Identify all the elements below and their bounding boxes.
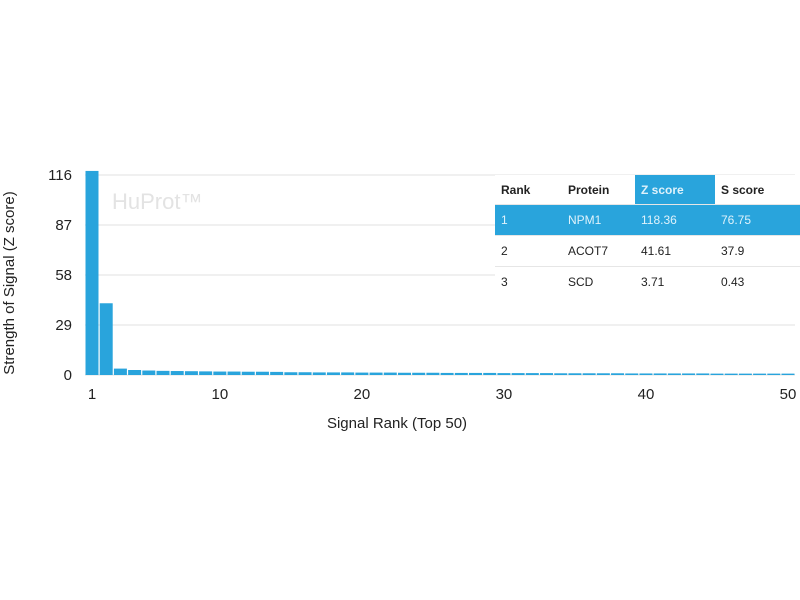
x-tick-label: 10: [211, 386, 228, 403]
bar-rank-10: [213, 371, 227, 375]
bar-rank-33: [540, 373, 554, 375]
bar-rank-45: [710, 373, 724, 375]
bar-rank-12: [241, 371, 255, 375]
bar-rank-15: [284, 372, 298, 375]
y-tick-label: 58: [55, 267, 72, 284]
bar-rank-23: [397, 372, 411, 375]
bar-rank-2: [99, 303, 113, 375]
bar-rank-41: [653, 373, 667, 375]
bar-rank-21: [369, 372, 383, 375]
bar-rank-44: [696, 373, 710, 375]
bar-rank-4: [128, 370, 142, 375]
bar-rank-30: [497, 373, 511, 375]
cell-rank: 1: [495, 204, 562, 236]
cell-protein: SCD: [568, 275, 594, 289]
header-z-score: Z score: [635, 175, 715, 205]
bar-rank-18: [326, 372, 340, 375]
bar-rank-49: [767, 373, 781, 375]
bar-rank-6: [156, 370, 170, 375]
bar-rank-40: [639, 373, 653, 375]
bar-rank-17: [312, 372, 326, 375]
table-row: 2 ACOT7 41.61 37.9: [495, 236, 800, 267]
bar-rank-28: [469, 372, 483, 375]
header-protein: Protein: [568, 182, 610, 197]
bar-rank-22: [383, 372, 397, 375]
cell-z-score: 41.61: [641, 244, 672, 258]
bar-rank-38: [611, 373, 625, 375]
bar-rank-50: [781, 373, 795, 375]
cell-protein: ACOT7: [568, 244, 609, 258]
bar-rank-24: [412, 372, 426, 375]
cell-rank: 3: [501, 275, 508, 289]
x-tick-label: 30: [496, 386, 513, 403]
bar-rank-35: [568, 373, 582, 375]
header-rank: Rank: [501, 182, 531, 197]
watermark: HuProt™: [112, 189, 202, 214]
cell-z-score: 3.71: [641, 275, 665, 289]
y-tick-label: 0: [64, 367, 72, 384]
cell-rank: 2: [501, 244, 508, 258]
table-row: 1 NPM1 118.36 76.75: [495, 204, 800, 236]
bar-rank-11: [227, 371, 241, 375]
x-tick-label: 40: [638, 386, 655, 403]
bar-rank-20: [355, 372, 369, 375]
bar-rank-36: [582, 373, 596, 375]
header-s-score: S score: [721, 182, 765, 197]
x-tick-label: 50: [780, 386, 797, 403]
cell-s-score: 0.43: [721, 275, 745, 289]
bar-rank-31: [511, 373, 525, 375]
y-tick-label: 116: [48, 167, 72, 184]
bar-rank-26: [440, 372, 454, 375]
table-header-row: Rank Protein Z score S score: [495, 175, 800, 205]
x-tick-label: 20: [354, 386, 371, 403]
bar-rank-5: [142, 370, 156, 375]
top-hits-table: Rank Protein Z score S score 1 NPM1 118.…: [495, 175, 800, 297]
bar-rank-42: [667, 373, 681, 375]
bar-rank-27: [454, 372, 468, 375]
bar-rank-37: [596, 373, 610, 375]
bar-rank-8: [184, 371, 198, 375]
x-axis-label: Signal Rank (Top 50): [327, 415, 467, 432]
bar-rank-9: [199, 371, 213, 375]
bar-rank-25: [426, 372, 440, 375]
bar-rank-34: [554, 373, 568, 375]
cell-protein: NPM1: [562, 204, 635, 236]
bar-rank-16: [298, 372, 312, 375]
bar-rank-29: [483, 372, 497, 375]
bar-rank-7: [170, 371, 184, 375]
bar-rank-1: [85, 170, 99, 375]
bar-rank-13: [255, 371, 269, 375]
bar-rank-32: [525, 373, 539, 375]
bar-rank-43: [682, 373, 696, 375]
cell-s-score: 76.75: [715, 204, 800, 236]
y-tick-label: 29: [55, 317, 72, 334]
x-tick-label: 1: [88, 386, 96, 403]
y-axis-label: Strength of Signal (Z score): [1, 191, 18, 374]
bar-rank-3: [113, 368, 127, 375]
bar-rank-39: [625, 373, 639, 375]
bar-rank-19: [341, 372, 355, 375]
cell-z-score: 118.36: [635, 204, 715, 236]
bar-rank-14: [270, 371, 284, 375]
table-row: 3 SCD 3.71 0.43: [495, 267, 800, 298]
bar-rank-48: [753, 373, 767, 375]
cell-s-score: 37.9: [721, 244, 745, 258]
bar-rank-47: [738, 373, 752, 375]
bar-rank-46: [724, 373, 738, 375]
y-tick-label: 87: [55, 217, 72, 234]
